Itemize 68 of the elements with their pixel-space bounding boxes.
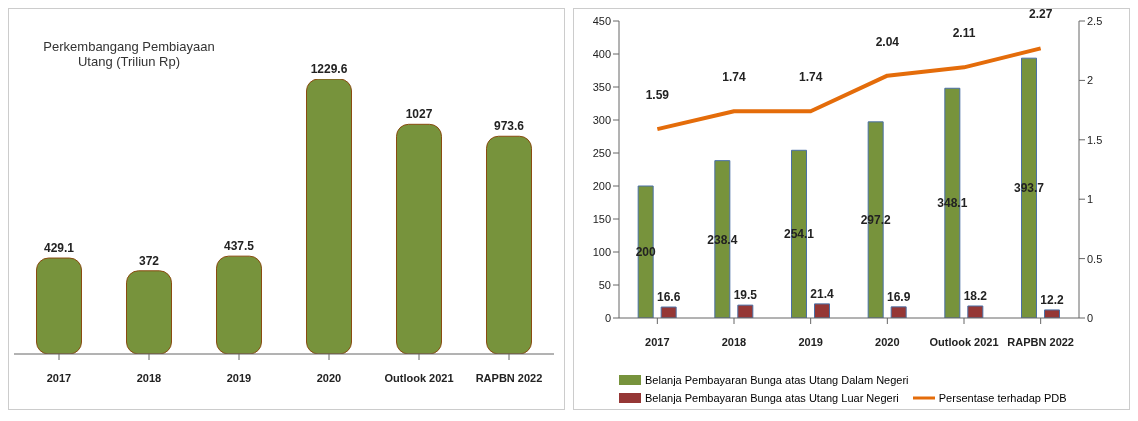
data-label: 19.5 <box>733 288 758 303</box>
x-tick-label: Outlook 2021 <box>384 371 454 384</box>
data-label: 21.4 <box>810 286 834 301</box>
y2-tick-label: 0 <box>1087 311 1094 324</box>
legend-label: Persentase terhadap PDB <box>938 392 1067 404</box>
bar <box>36 257 82 354</box>
y2-tick-label: 1.5 <box>1087 133 1103 146</box>
y-tick-label: 250 <box>592 146 611 159</box>
chart-title: Perkembangang Pembiayaan Utang (Triliun Rp) <box>42 39 216 69</box>
data-label: 437.5 <box>223 239 255 254</box>
bar <box>737 304 754 318</box>
data-label: 1027 <box>405 107 433 122</box>
y-tick-label: 450 <box>592 14 611 27</box>
legend-label: Belanja Pembayaran Bunga atas Utang Dalam Negeri <box>645 374 909 386</box>
y2-tick-label: 1 <box>1087 193 1094 206</box>
y-tick-label: 0 <box>604 311 611 324</box>
bar <box>637 185 654 318</box>
x-tick-label: 2019 <box>798 335 823 348</box>
data-label: 2.04 <box>875 34 900 49</box>
data-label: 429.1 <box>43 241 75 256</box>
x-tick-label: 2017 <box>46 371 72 384</box>
y2-tick-label: 2 <box>1087 74 1094 87</box>
x-tick-label: Outlook 2021 <box>929 335 999 348</box>
bar <box>660 306 677 318</box>
bar <box>967 305 984 318</box>
y-tick-label: 150 <box>592 212 611 225</box>
legend-label: Belanja Pembayaran Bunga atas Utang Luar Negeri <box>645 392 899 404</box>
bar <box>396 123 442 354</box>
data-label: 297.2 <box>860 213 892 228</box>
x-tick-label: 2017 <box>645 335 670 348</box>
y-tick-label: 50 <box>598 278 611 291</box>
data-label: 393.7 <box>1013 181 1045 196</box>
y-tick-label: 300 <box>592 113 611 126</box>
y2-tick-label: 0.5 <box>1087 252 1103 265</box>
y-tick-label: 100 <box>592 245 611 258</box>
x-tick-label: 2020 <box>316 371 342 384</box>
data-label: 1.59 <box>645 88 670 103</box>
data-label: 2.11 <box>952 26 976 41</box>
bar <box>216 255 262 354</box>
data-label: 973.6 <box>493 119 525 134</box>
data-label: 12.2 <box>1040 292 1064 307</box>
bar <box>126 270 172 354</box>
data-label: 1.74 <box>798 70 823 85</box>
x-tick-label: 2020 <box>875 335 900 348</box>
data-label: 372 <box>138 253 160 268</box>
data-label: 1.74 <box>722 70 746 85</box>
data-label: 16.9 <box>886 289 911 304</box>
bar <box>814 303 830 318</box>
data-label: 18.2 <box>963 288 988 303</box>
data-label: 2.27 <box>1028 7 1053 22</box>
data-label: 238.4 <box>707 232 738 247</box>
bar <box>890 306 907 318</box>
data-label: 1229.6 <box>310 62 348 76</box>
y-tick-label: 200 <box>592 179 611 192</box>
x-tick-label: 2018 <box>136 371 162 384</box>
y-tick-label: 350 <box>592 80 611 93</box>
bar <box>486 135 532 354</box>
data-label: 348.1 <box>937 196 968 211</box>
x-tick-label: 2019 <box>226 371 252 384</box>
y2-tick-label: 2.5 <box>1087 14 1103 27</box>
x-tick-label: 2018 <box>721 335 747 348</box>
data-label: 16.6 <box>656 290 681 305</box>
x-tick-label: RAPBN 2022 <box>475 371 543 384</box>
bar <box>306 79 352 354</box>
data-label: 254.1 <box>783 227 815 242</box>
bar <box>1044 309 1060 318</box>
x-tick-label: RAPBN 2022 <box>1007 335 1074 348</box>
y-tick-label: 400 <box>592 47 611 60</box>
